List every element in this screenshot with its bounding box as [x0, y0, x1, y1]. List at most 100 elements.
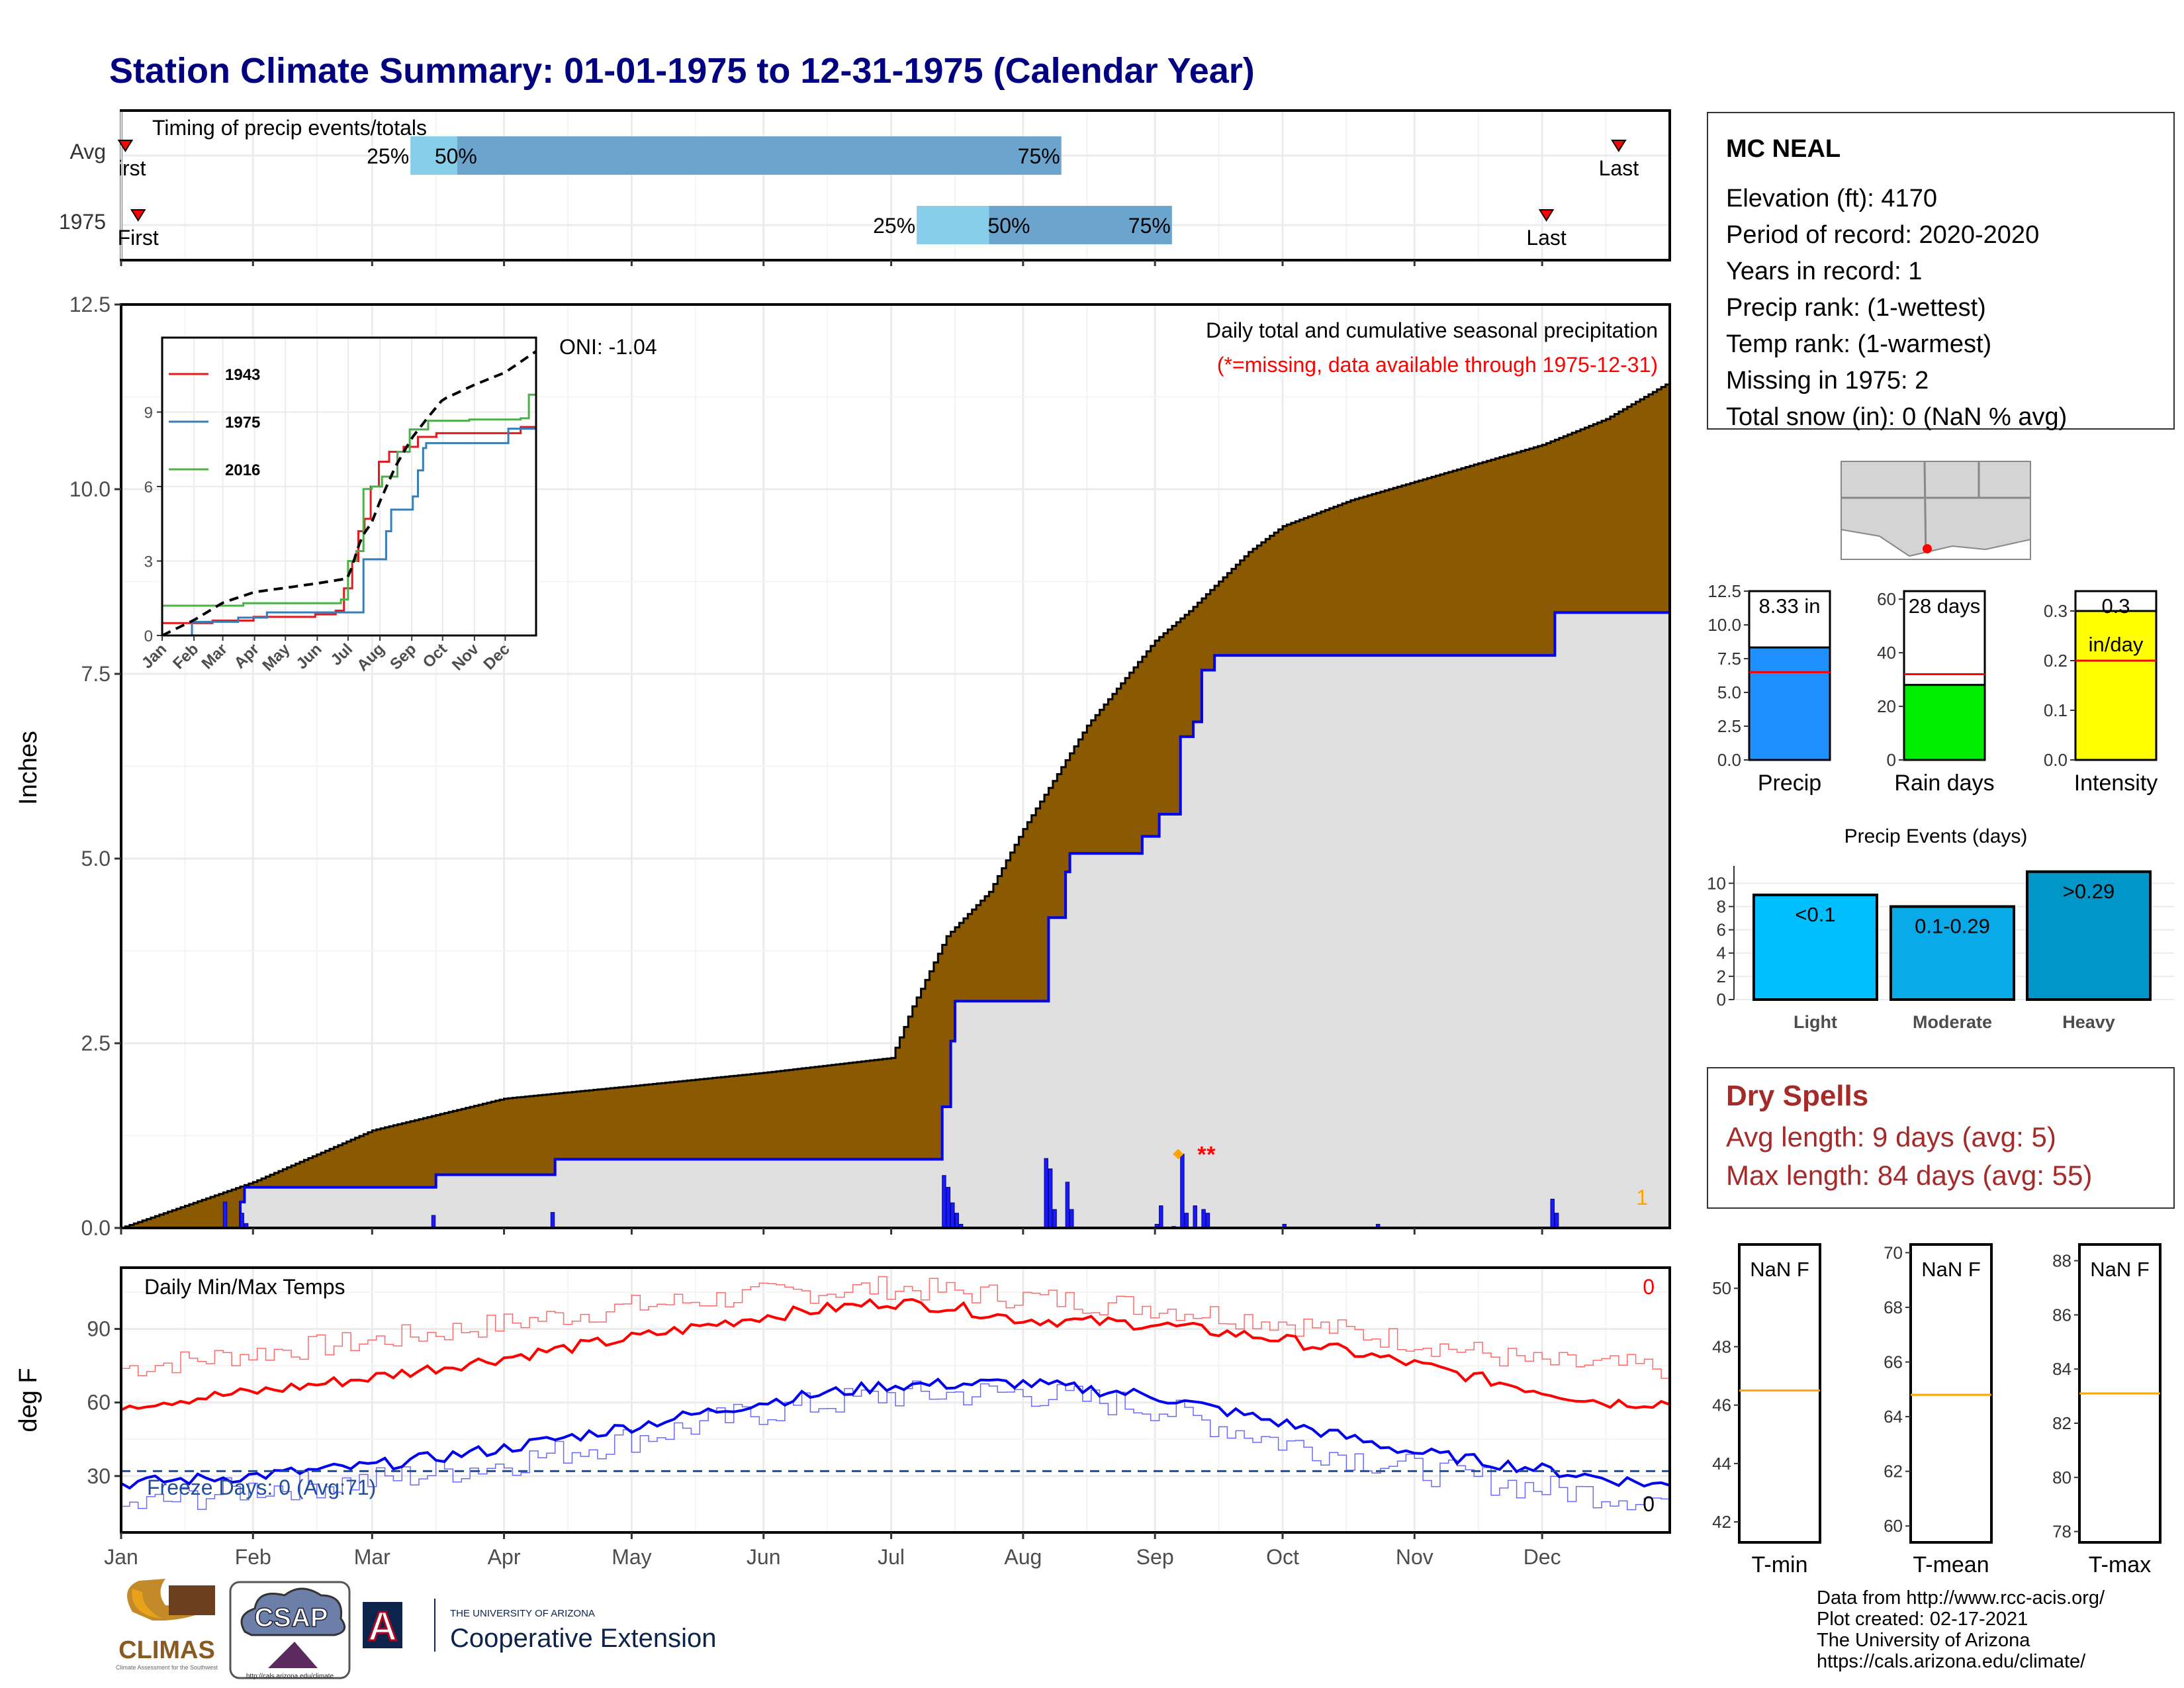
daily-precip-bar [942, 1175, 946, 1229]
summary-value-bar [1903, 684, 1986, 761]
timing-label-25: 25% [873, 214, 915, 238]
daily-precip-bar [240, 1213, 244, 1229]
events-bar-label: Heavy [2062, 1012, 2115, 1032]
timing-bar-50-75 [457, 136, 1062, 175]
temp-missing-max: 0 [1643, 1275, 1655, 1299]
temp-box-tick-label: 68 [1884, 1297, 1903, 1317]
avg-cumulative-line [121, 382, 1671, 1229]
events-bar-text: <0.1 [1795, 903, 1835, 926]
summary-value-text: 28 days [1909, 594, 1981, 618]
timing-first-marker [130, 209, 146, 222]
climas-logo-text: CLIMAS [118, 1636, 215, 1664]
temp-box-tick-label: 46 [1712, 1395, 1731, 1415]
daily-precip-bar [222, 1201, 228, 1229]
daily-precip-bar [1159, 1205, 1163, 1229]
temp-y-tick-label: 30 [87, 1464, 111, 1488]
month-label: Jul [878, 1545, 905, 1569]
summary-tick-label: 0.0 [2044, 750, 2068, 770]
events-bar [1752, 893, 1878, 1002]
summary-tick-label: 0.3 [2044, 601, 2068, 621]
timing-label-50: 50% [987, 214, 1030, 238]
precip-y-tick-label: 10.0 [69, 477, 111, 501]
month-label: Sep [1136, 1545, 1174, 1569]
month-label: Apr [488, 1545, 521, 1569]
temp-box-frame [1909, 1243, 1993, 1544]
daily-precip-bar [1205, 1213, 1210, 1229]
events-tick-label: 2 [1717, 966, 1726, 986]
summary-tick-label: 20 [1877, 696, 1896, 716]
logo-csap: CSAP http://cals.arizona.edu/climate [229, 1581, 351, 1680]
temp-box-value: NaN F [1921, 1258, 1981, 1281]
temp-box-tick-label: 86 [2052, 1305, 2071, 1325]
temp-missing-min: 0 [1643, 1492, 1655, 1516]
station-location-dot [1923, 544, 1932, 553]
precip-y-tick-label: 12.5 [69, 293, 111, 316]
footer-line-university: The University of Arizona [1817, 1630, 2030, 1651]
temp-box-tick-label: 80 [2052, 1468, 2071, 1487]
temp-y-label: deg F [15, 1368, 42, 1432]
temp-box-tick-label: 78 [2052, 1522, 2071, 1542]
events-tick-label: 8 [1717, 896, 1726, 916]
daily-precip-bar [1065, 1182, 1070, 1229]
daily-precip-bar [946, 1187, 951, 1229]
station-info-box: MC NEAL Elevation (ft): 4170 Period of r… [1707, 112, 2175, 431]
temp-box-tick-label: 82 [2052, 1413, 2071, 1433]
precip-y-label: Inches [15, 731, 42, 805]
dry-spells-max: Max length: 84 days (avg: 55) [1726, 1160, 2092, 1191]
daily-precip-bar [1184, 1213, 1189, 1229]
inset-frame-overlay [161, 336, 537, 637]
inset-y-tick-label: 0 [144, 628, 153, 645]
dry-spells-frame [1707, 1067, 2175, 1209]
daily-precip-bar [431, 1215, 436, 1229]
timing-bar-25-50 [917, 206, 989, 244]
events-title: Precip Events (days) [1844, 825, 2028, 847]
daily-precip-bar [1052, 1209, 1057, 1229]
timing-first-marker [117, 140, 134, 152]
daily-precip-bar [1193, 1205, 1197, 1229]
oni-label: ONI: -1.04 [559, 335, 657, 359]
footer-credits: Data from http://www.rcc-acis.org/ Plot … [1817, 1587, 2105, 1672]
missing-marker-star: * [1206, 1142, 1216, 1167]
inset-legend-label: 1943 [225, 366, 260, 384]
summary-tick-label: 10.0 [1707, 615, 1741, 635]
daily-precip-bar [1554, 1213, 1559, 1229]
summary-value-text: 0.3 [2101, 594, 2130, 618]
temp-boxes: 42 44 46 48 50 NaN F T-min 60 62 64 66 68 70 NaN F T-m… [1712, 1243, 2161, 1577]
timing-row-year-label: 1975 [59, 210, 106, 234]
daily-precip-bar [1048, 1168, 1053, 1229]
summary-tick-label: 0.0 [1717, 750, 1741, 770]
inset-y-tick-label: 9 [144, 404, 153, 422]
temp-box-label: T-max [2089, 1552, 2151, 1577]
month-label: Feb [235, 1545, 271, 1569]
temp-box-tick-label: 50 [1712, 1278, 1731, 1298]
climas-logo-subtext: Climate Assessment for the Southwest [116, 1664, 218, 1671]
timing-last-label: Last [1599, 156, 1639, 180]
missing-marker-star: * [1197, 1142, 1206, 1167]
temp-box-tick-label: 70 [1884, 1243, 1903, 1262]
precip-y-axis: 0.0 2.5 5.0 7.5 10.0 12.5 [69, 293, 1543, 1240]
station-line-missing: Missing in 1975: 2 [1726, 367, 1929, 395]
precip-note-line2: (*=missing, data available through 1975-… [1217, 353, 1658, 377]
summary-tick-label: 0.2 [2044, 651, 2068, 671]
timing-last-label: Last [1526, 226, 1567, 250]
month-axis: Jan Feb Mar Apr May Jun Jul Aug Sep Oct Nov Dec [104, 1532, 1561, 1569]
timing-last-marker [1611, 140, 1627, 152]
month-label: Jan [104, 1545, 138, 1569]
timing-label-25: 25% [367, 144, 409, 168]
month-label: Dec [1524, 1545, 1561, 1569]
timing-label-75: 75% [1018, 144, 1060, 168]
events-tick-label: 10 [1707, 873, 1726, 893]
events-bar-label: Light [1794, 1012, 1837, 1032]
summary-bar-label: Intensity [2074, 771, 2158, 796]
temperature-panel: 30 60 90 Daily Min/Max Temps 0 0 Freeze Da… [15, 1266, 1671, 1569]
tmax-observed-line [121, 1276, 1670, 1379]
tmin-observed-line [121, 1380, 1670, 1511]
precip-daily-bars: * * [222, 1142, 1559, 1229]
month-label: Nov [1396, 1545, 1433, 1569]
temp-y-tick-label: 60 [87, 1391, 111, 1415]
temp-box-tick-label: 42 [1712, 1512, 1731, 1532]
mexico-area [1841, 528, 2031, 560]
precip-note-line1: Daily total and cumulative seasonal prec… [1206, 318, 1658, 342]
daily-precip-bar [1069, 1209, 1074, 1229]
